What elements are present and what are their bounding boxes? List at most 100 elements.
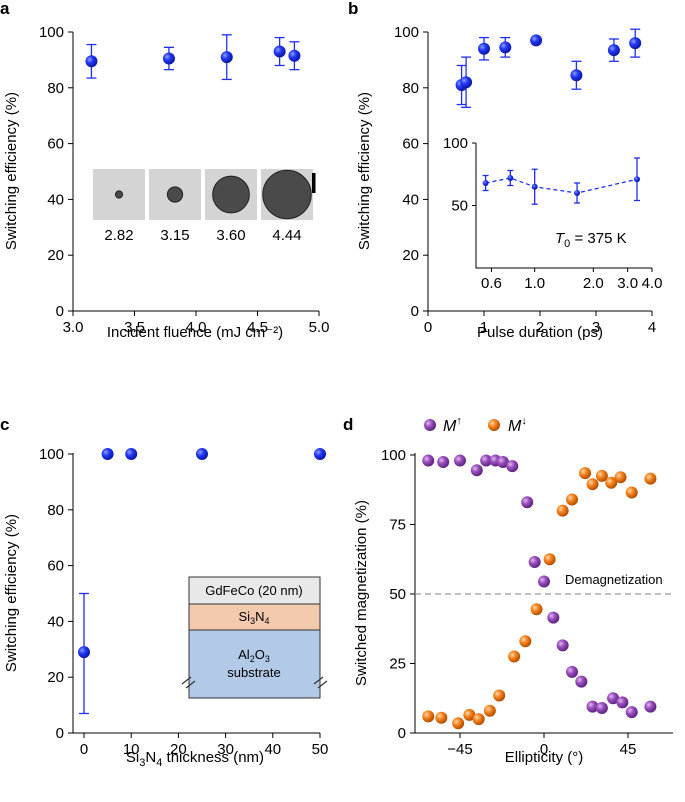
- y-tick-label: 0: [56, 725, 64, 742]
- x-tick-label: 3: [592, 319, 600, 336]
- y-tick-label: 100: [443, 135, 468, 152]
- m-down-point: [530, 603, 543, 616]
- demagnetization-label: Demagnetization: [565, 572, 663, 587]
- data-point: [85, 55, 98, 68]
- m-up-point: [575, 675, 588, 688]
- m-down-point: [614, 471, 627, 484]
- data-point: [273, 45, 286, 58]
- x-tick-label: 0: [80, 741, 88, 758]
- x-axis-label-d: Ellipticity (°): [505, 749, 584, 766]
- m-down-point: [586, 478, 599, 491]
- switched-spot: [166, 186, 184, 203]
- x-tick-label: 5.0: [309, 319, 330, 336]
- y-tick-label: 80: [402, 80, 419, 97]
- y-tick-label: 75: [389, 517, 406, 534]
- panel-d: d Demagnetization 0 25 50 75 100 −45 0 45 Elli…: [343, 415, 673, 766]
- m-down-point: [422, 710, 435, 723]
- m-up-point: [454, 454, 466, 467]
- x-tick-label: 4.0: [186, 319, 207, 336]
- inset-fluence-label: 3.60: [216, 227, 245, 244]
- data-point: [162, 52, 175, 65]
- inset-fluence-label: 4.44: [272, 227, 301, 244]
- panel-label-d: d: [343, 415, 353, 434]
- switched-spot: [262, 169, 312, 220]
- m-up-point: [625, 706, 638, 719]
- x-axis-label-a: Incident fluence (mJ cm⁻²): [107, 324, 283, 341]
- m-up-point: [595, 701, 608, 714]
- y-tick-label: 100: [381, 447, 406, 464]
- x-tick-label: 40: [264, 741, 281, 758]
- y-tick-label: 40: [47, 613, 64, 630]
- m-up-point: [556, 639, 569, 652]
- legend-label-m-up: M↑: [443, 415, 462, 435]
- y-tick-label: 80: [47, 502, 64, 519]
- m-up-point: [521, 496, 534, 509]
- x-tick-label: 3.0: [63, 319, 84, 336]
- m-down-point: [579, 467, 592, 480]
- m-up-point: [496, 455, 509, 468]
- y-tick-label: 100: [39, 446, 64, 463]
- m-up-point: [566, 665, 578, 678]
- y-tick-label: 20: [47, 247, 64, 264]
- data-point: [499, 41, 512, 54]
- y-tick-label: 80: [47, 80, 64, 97]
- data-point: [78, 646, 90, 659]
- layer-al2o3-label: Al2O3: [238, 647, 270, 664]
- y-tick-label: 50: [451, 198, 468, 215]
- m-up-point: [470, 464, 483, 477]
- layer-si3n4-label: Si3N4: [239, 609, 270, 626]
- x-tick-label: 1: [480, 319, 488, 336]
- m-down-point: [463, 708, 476, 721]
- data-point: [288, 49, 301, 62]
- break-marks: [181, 676, 328, 689]
- legend-marker-m-down: [488, 419, 500, 431]
- layer-gdfeco: [188, 576, 321, 605]
- image-inset-a: 2.82 3.15 3.60 4.44: [93, 169, 316, 244]
- layer-stack: GdFeCo (20 nm) Si3N4 Al2O3 substrate: [181, 576, 328, 699]
- x-axis-label-b: Pulse duration (ps): [477, 324, 603, 341]
- layer-gdfeco-label: GdFeCo (20 nm): [205, 583, 303, 598]
- switched-spot: [114, 190, 124, 199]
- data-point: [531, 183, 538, 190]
- panel-b: b 0 20 40 60 80 100 0 1 2 3 4 Pulse duration (ps)…: [348, 0, 662, 341]
- data-point: [460, 76, 473, 89]
- m-down-point: [483, 704, 496, 717]
- panel-label-b: b: [348, 0, 358, 18]
- y-tick-label: 40: [402, 191, 419, 208]
- layer-substrate-label: substrate: [227, 665, 280, 680]
- m-down-point: [566, 493, 578, 506]
- data-point: [314, 448, 326, 460]
- x-tick-label: 2.0: [583, 275, 604, 292]
- inset-annotation-b: T0 = 375 K: [555, 230, 627, 250]
- x-tick-label: 10: [123, 741, 140, 758]
- data-point: [530, 34, 543, 47]
- x-tick-label: 0: [424, 319, 432, 336]
- data-point: [629, 37, 642, 50]
- data-point: [196, 448, 208, 460]
- y-tick-label: 0: [411, 303, 419, 320]
- m-up-point: [422, 454, 435, 467]
- x-tick-label: 4: [648, 319, 656, 336]
- m-down-point: [595, 469, 608, 482]
- m-up-point: [538, 575, 550, 588]
- x-axis-label-c: Si3N4 thickness (nm): [126, 749, 264, 769]
- m-down-point: [556, 504, 569, 517]
- x-tick-label: 4.0: [642, 275, 663, 292]
- m-up-point: [437, 455, 450, 468]
- y-tick-label: 20: [47, 669, 64, 686]
- data-point: [507, 175, 514, 181]
- y-tick-label: 0: [398, 725, 406, 742]
- data-point: [570, 69, 583, 82]
- data-point: [220, 51, 233, 64]
- x-tick-label: −45: [447, 741, 472, 758]
- y-tick-label: 100: [39, 24, 64, 41]
- data-point: [482, 180, 489, 186]
- x-tick-label: 50: [312, 741, 329, 758]
- y-tick-label: 20: [402, 247, 419, 264]
- layer-si3n4: [188, 603, 321, 631]
- m-up-point: [607, 692, 620, 705]
- x-tick-label: 45: [620, 741, 637, 758]
- scale-bar: [312, 173, 316, 193]
- switched-spot: [212, 175, 250, 214]
- legend-label-m-down: M↓: [508, 415, 527, 435]
